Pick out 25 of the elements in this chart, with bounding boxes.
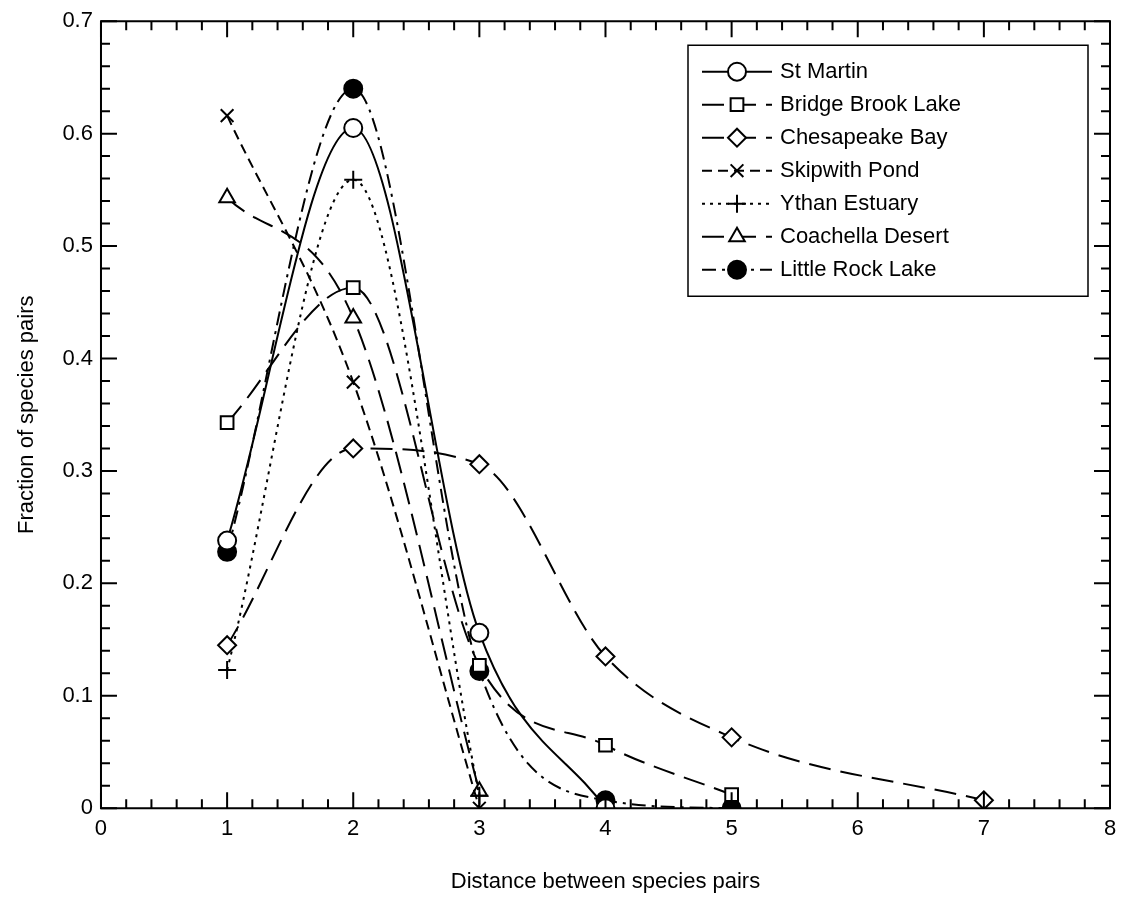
- legend-label: Ythan Estuary: [780, 189, 919, 215]
- x-tick-label: 1: [220, 815, 234, 841]
- y-tick-label: 0.6: [62, 119, 93, 145]
- x-tick-label: 4: [599, 815, 612, 841]
- x-tick-label: 5: [725, 815, 738, 841]
- x-tick-label: 2: [347, 815, 360, 841]
- legend-label: Coachella Desert: [780, 222, 949, 248]
- y-tick-label: 0.2: [62, 569, 93, 595]
- x-axis-title: Distance between species pairs: [450, 867, 761, 893]
- y-tick-label: 0.5: [62, 232, 93, 258]
- y-tick-label: 0: [80, 794, 93, 820]
- x-tick-label: 3: [473, 815, 486, 841]
- x-tick-label: 8: [1103, 815, 1117, 841]
- y-tick-label: 0.3: [62, 456, 93, 482]
- legend-label: Chesapeake Bay: [780, 123, 948, 149]
- x-tick-label: 7: [977, 815, 990, 841]
- legend-label: Little Rock Lake: [780, 255, 937, 281]
- x-tick-label: 6: [851, 815, 864, 841]
- y-tick-label: 0.7: [62, 7, 93, 33]
- y-tick-label: 0.1: [62, 681, 93, 707]
- legend-label: Skipwith Pond: [780, 156, 920, 182]
- legend-label: Bridge Brook Lake: [780, 90, 961, 116]
- y-axis-title: Fraction of species pairs: [13, 295, 39, 534]
- legend-label: St Martin: [780, 57, 869, 83]
- y-tick-label: 0.4: [62, 344, 93, 370]
